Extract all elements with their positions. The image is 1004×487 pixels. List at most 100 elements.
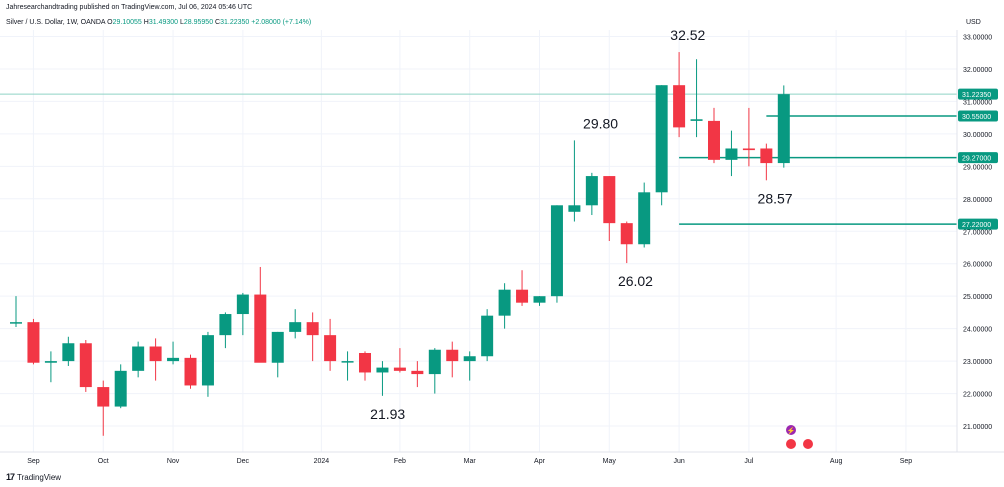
level-price-tag [958,88,998,100]
symbol-name: Silver / U.S. Dollar, 1W, OANDA [6,19,106,26]
candle-body [533,296,546,303]
tradingview-footer[interactable]: 17 TradingView [6,472,61,482]
candle[interactable] [446,341,459,378]
candle[interactable] [550,205,563,303]
candle[interactable] [428,348,441,394]
candle-body [411,370,424,375]
candle[interactable] [236,292,249,336]
time-tick-label: Feb [394,458,406,465]
lightning-icon: ⚡ [787,426,796,435]
candle[interactable] [638,182,651,248]
candle[interactable] [79,340,92,392]
close-label: C [215,19,221,26]
level-price-label: 29.27000 [962,156,991,163]
price-tick-label: 33.00000 [963,34,992,41]
candle-body [620,223,633,245]
horizontal-levels [0,93,957,225]
candle[interactable] [620,221,633,264]
candle[interactable] [219,312,232,349]
candle[interactable] [568,140,581,222]
candle[interactable] [655,85,668,206]
price-tick-label: 28.00000 [963,197,992,204]
time-tick-label: May [603,458,617,465]
candle[interactable] [306,312,319,362]
candle[interactable] [725,130,738,177]
candle-body [498,289,511,316]
candle-body [236,294,249,315]
candle[interactable] [184,354,197,389]
change-value: +2.08000 (+7.14%) [251,19,312,26]
candle[interactable] [254,266,267,363]
candle-body [376,367,389,373]
candle[interactable] [341,351,354,381]
candle-body [167,357,180,362]
candle-body [463,356,476,362]
price-tick-label: 30.00000 [963,132,992,139]
candle[interactable] [742,107,755,167]
candle-body [760,148,773,164]
price-annotation: 21.93 [370,406,405,422]
price-axis: 21.00000 22.00000 23.00000 24.00000 25.00000… [958,34,998,431]
candle[interactable] [673,52,686,138]
candle-body [341,361,354,363]
candle[interactable] [10,296,22,328]
candle[interactable] [393,348,406,373]
candle[interactable] [271,331,284,378]
annotations: 32.52 29.80 26.02 21.93 28.57 [370,27,793,422]
publisher-line: Jahresearchandtrading published on Tradi… [6,4,253,11]
price-tick-label: 31.00000 [963,99,992,106]
candle-body [201,335,214,386]
candle[interactable] [516,270,529,306]
candle[interactable] [62,336,75,366]
candle[interactable] [167,341,180,365]
candle[interactable] [359,351,371,381]
candle[interactable] [97,380,110,436]
candle[interactable] [149,338,162,381]
candle[interactable] [498,283,511,329]
candle[interactable] [201,331,214,397]
candle-body [690,119,703,121]
candle[interactable] [777,85,790,168]
price-tick-label: 25.00000 [963,294,992,301]
time-tick-label: Sep [27,458,40,465]
high-value: 31.49300 [148,19,179,26]
candle[interactable] [690,59,703,138]
candle-body [516,289,529,303]
candle-body [673,85,686,128]
candle[interactable] [533,296,546,306]
candle[interactable] [760,143,773,181]
candle[interactable] [411,361,424,388]
lightning-event-icon[interactable] [786,425,796,435]
candle[interactable] [708,107,720,164]
candle[interactable] [376,361,389,396]
candle-body [306,322,319,336]
candle[interactable] [114,364,127,409]
candle[interactable] [44,351,57,383]
us-flag-event-icon[interactable] [786,439,796,449]
candle[interactable] [289,309,302,339]
open-label: O [107,19,113,26]
candle-body [742,148,755,151]
candle-body [550,205,563,297]
event-icons: ⚡ [786,425,813,449]
candle-body [568,205,581,212]
candle[interactable] [27,318,40,365]
level-price-label: 31.22350 [962,92,991,99]
candle[interactable] [481,309,494,362]
candle-body [219,314,232,336]
candles [10,52,790,436]
us-flag-event-icon[interactable] [803,439,813,449]
candle[interactable] [603,176,616,241]
candle-body [132,346,145,371]
candle-body [289,322,302,332]
candle[interactable] [585,172,598,216]
candle[interactable] [463,351,476,381]
close-value: 31.22350 [220,19,250,26]
currency-label[interactable]: USD [966,19,981,26]
time-tick-label: Mar [464,458,477,465]
candle-body [359,352,371,373]
price-tick-label: 21.00000 [963,424,992,431]
candle[interactable] [324,318,337,371]
candle[interactable] [132,341,145,378]
